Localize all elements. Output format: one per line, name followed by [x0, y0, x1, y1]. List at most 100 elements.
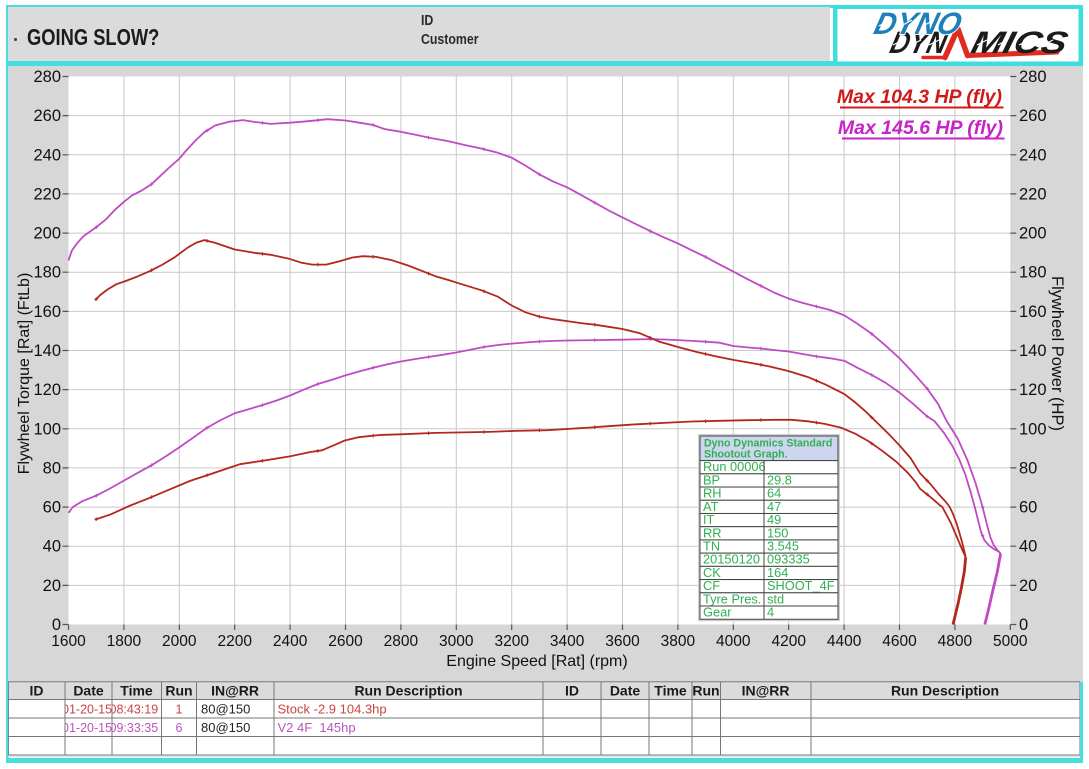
- svg-text:20: 20: [43, 576, 61, 594]
- svg-text:Run Description: Run Description: [891, 683, 999, 699]
- svg-text:Date: Date: [610, 683, 641, 699]
- svg-text:260: 260: [1019, 107, 1047, 125]
- svg-text:2000: 2000: [162, 633, 197, 650]
- svg-text:280: 280: [1019, 68, 1047, 86]
- svg-text:Stock -2.9 104.3hp: Stock -2.9 104.3hp: [278, 702, 387, 717]
- svg-text:Gear: Gear: [703, 604, 732, 619]
- svg-text:180: 180: [33, 263, 61, 281]
- svg-text:Max 104.3 HP (fly): Max 104.3 HP (fly): [837, 86, 1002, 108]
- svg-text:Engine Speed [Rat] (rpm): Engine Speed [Rat] (rpm): [446, 653, 627, 670]
- svg-text:IT: IT: [703, 512, 715, 527]
- svg-text:Flywheel Power (HP): Flywheel Power (HP): [1048, 276, 1066, 431]
- svg-text:2200: 2200: [217, 633, 252, 650]
- svg-text:01-20-15: 01-20-15: [62, 721, 112, 735]
- svg-text:260: 260: [33, 107, 61, 125]
- svg-text:200: 200: [33, 224, 61, 242]
- svg-text:80: 80: [1019, 459, 1037, 477]
- svg-text:08:43:19: 08:43:19: [110, 703, 159, 717]
- svg-text:29.8: 29.8: [767, 472, 792, 487]
- svg-text:3.545: 3.545: [767, 538, 799, 553]
- svg-text:80@150: 80@150: [201, 720, 250, 735]
- svg-text:240: 240: [1019, 146, 1047, 164]
- svg-text:Dyno Dynamics Standard: Dyno Dynamics Standard: [704, 437, 832, 449]
- svg-text:1800: 1800: [107, 633, 142, 650]
- svg-text:Date: Date: [73, 683, 104, 699]
- svg-text:1600: 1600: [51, 633, 86, 650]
- svg-text:6: 6: [176, 721, 183, 735]
- svg-text:280: 280: [33, 68, 61, 86]
- svg-text:40: 40: [1019, 537, 1037, 555]
- svg-text:164: 164: [767, 565, 788, 580]
- svg-text:IN@RR: IN@RR: [742, 683, 790, 699]
- svg-text:DYNO: DYNO: [871, 7, 966, 41]
- svg-text:TN: TN: [703, 538, 720, 553]
- svg-text:150: 150: [767, 525, 788, 540]
- svg-text:80: 80: [43, 459, 61, 477]
- svg-text:09:33:35: 09:33:35: [110, 721, 159, 735]
- svg-text:100: 100: [33, 420, 61, 438]
- svg-text:0: 0: [52, 616, 61, 634]
- svg-text:1: 1: [176, 703, 183, 717]
- svg-text:MICS: MICS: [968, 25, 1072, 59]
- svg-text:160: 160: [33, 302, 61, 320]
- svg-text:SHOOT_4F: SHOOT_4F: [767, 578, 835, 593]
- svg-text:Run Description: Run Description: [354, 683, 462, 699]
- svg-text:4000: 4000: [716, 633, 751, 650]
- svg-text:20150120: 20150120: [703, 551, 760, 566]
- svg-text:100: 100: [1019, 420, 1047, 438]
- svg-text:AT: AT: [703, 498, 719, 513]
- svg-text:220: 220: [1019, 185, 1047, 203]
- svg-text:64: 64: [767, 485, 781, 500]
- svg-text:80@150: 80@150: [201, 702, 250, 717]
- svg-text:220: 220: [33, 185, 61, 203]
- svg-text:IN@RR: IN@RR: [211, 683, 259, 699]
- svg-text:Time: Time: [654, 683, 687, 699]
- svg-text:120: 120: [1019, 381, 1047, 399]
- svg-text:4800: 4800: [938, 633, 973, 650]
- svg-text:60: 60: [1019, 498, 1037, 516]
- svg-text:4600: 4600: [882, 633, 917, 650]
- svg-text:4200: 4200: [771, 633, 806, 650]
- svg-text:240: 240: [33, 146, 61, 164]
- svg-text:std: std: [767, 591, 784, 606]
- svg-text:20: 20: [1019, 576, 1037, 594]
- svg-text:Max 145.6 HP (fly): Max 145.6 HP (fly): [838, 117, 1003, 139]
- svg-text:CF: CF: [703, 578, 720, 593]
- svg-text:140: 140: [33, 342, 61, 360]
- svg-text:60: 60: [43, 498, 61, 516]
- svg-text:2400: 2400: [273, 633, 308, 650]
- svg-text:3200: 3200: [494, 633, 529, 650]
- svg-text:3600: 3600: [605, 633, 640, 650]
- svg-text:Run 00006: Run 00006: [703, 459, 766, 474]
- svg-text:Run: Run: [165, 683, 192, 699]
- svg-text:2600: 2600: [328, 633, 363, 650]
- svg-text:CK: CK: [703, 565, 721, 580]
- svg-text:RR: RR: [703, 525, 721, 540]
- svg-text:4400: 4400: [827, 633, 862, 650]
- svg-text:180: 180: [1019, 263, 1047, 281]
- svg-text:3800: 3800: [661, 633, 696, 650]
- svg-text:40: 40: [43, 537, 61, 555]
- svg-text:120: 120: [33, 381, 61, 399]
- svg-text:Tyre Pres.: Tyre Pres.: [703, 591, 761, 606]
- svg-text:47: 47: [767, 498, 781, 513]
- svg-text:4: 4: [767, 604, 774, 619]
- svg-text:Flywheel Torque [Rat] (FtLb): Flywheel Torque [Rat] (FtLb): [16, 272, 33, 474]
- svg-text:200: 200: [1019, 224, 1047, 242]
- svg-text:ID: ID: [565, 683, 579, 699]
- svg-text:Run: Run: [692, 683, 719, 699]
- svg-text:RH: RH: [703, 485, 721, 500]
- svg-text:140: 140: [1019, 342, 1047, 360]
- svg-text:V2 4F 145hp: V2 4F 145hp: [278, 720, 356, 735]
- svg-text:01-20-15: 01-20-15: [62, 703, 112, 717]
- svg-text:093335: 093335: [767, 551, 810, 566]
- svg-text:49: 49: [767, 512, 781, 527]
- svg-text:ID: ID: [30, 683, 44, 699]
- svg-text:Shootout Graph.: Shootout Graph.: [704, 448, 788, 460]
- svg-text:3000: 3000: [439, 633, 474, 650]
- svg-text:3400: 3400: [550, 633, 585, 650]
- svg-text:0: 0: [1019, 616, 1028, 634]
- svg-text:BP: BP: [703, 472, 720, 487]
- svg-text:5000: 5000: [993, 633, 1028, 650]
- svg-text:2800: 2800: [384, 633, 419, 650]
